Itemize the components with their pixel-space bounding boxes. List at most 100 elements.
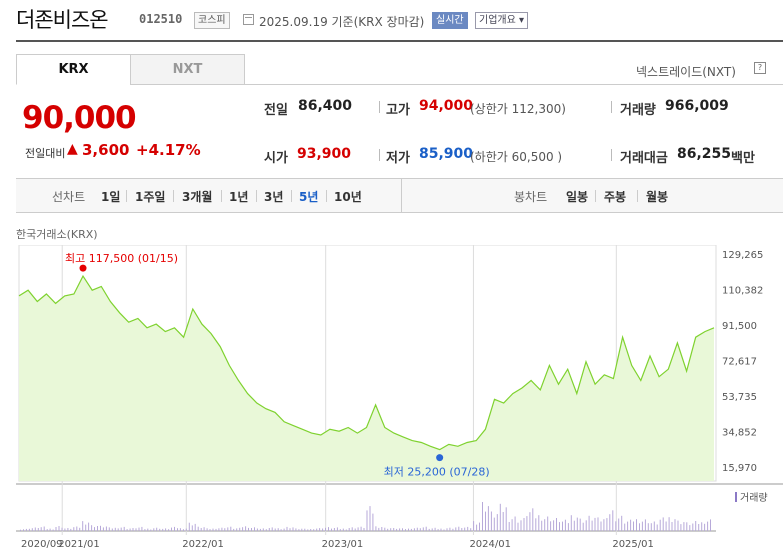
volume-bar	[194, 523, 196, 531]
volume-bar	[73, 527, 75, 531]
volume-bar	[224, 528, 226, 531]
volume-bar	[162, 528, 164, 531]
volume-bar	[547, 516, 549, 531]
volume-bar	[177, 528, 178, 531]
volume-bar	[490, 511, 492, 531]
volume-bar	[384, 527, 386, 531]
period-10y[interactable]: 10년	[334, 190, 362, 204]
period-3m[interactable]: 3개월	[182, 190, 213, 204]
volume-bar	[606, 518, 608, 531]
volume-bar	[544, 519, 546, 531]
volume-bar	[182, 529, 184, 531]
volume-bar	[517, 522, 519, 531]
volume-bar	[274, 528, 276, 531]
tab-krx[interactable]: KRX	[16, 54, 131, 85]
realtime-button[interactable]: 실시간	[432, 12, 468, 29]
volume-bar	[668, 517, 670, 531]
up-arrow-icon: ▲	[67, 141, 78, 157]
volume-bar	[28, 528, 30, 531]
volume-bar	[502, 512, 504, 531]
volume-bar	[473, 521, 475, 531]
volume-bar	[639, 523, 640, 531]
volume-bar	[218, 528, 220, 531]
volume-bar	[227, 527, 229, 531]
volume-bar	[298, 529, 300, 531]
candle-daily[interactable]: 일봉	[566, 190, 589, 204]
volume-bar	[416, 527, 418, 531]
volume-bar	[603, 519, 605, 531]
price-area	[19, 276, 714, 481]
volume-bar	[449, 527, 451, 531]
volume-bar	[567, 523, 569, 531]
volume-bar	[49, 528, 51, 531]
y-tick-label: 129,265	[722, 250, 763, 261]
volume-bar	[650, 523, 652, 531]
volume-bar	[55, 527, 57, 531]
volume-bar	[701, 522, 703, 531]
y-tick-label: 91,500	[722, 321, 757, 332]
volume-bar	[20, 529, 21, 531]
volume-bar	[333, 528, 335, 531]
help-icon[interactable]: ?	[754, 62, 766, 74]
volume-bar	[366, 510, 368, 531]
period-3y[interactable]: 3년	[264, 190, 284, 204]
volume-bar	[307, 529, 309, 531]
volume-bars	[20, 502, 711, 532]
volume-bar	[280, 529, 282, 531]
volume-bar	[674, 519, 676, 531]
volume-bar	[156, 527, 158, 531]
volume-bar	[446, 528, 448, 531]
toolbar-divider	[401, 178, 402, 213]
volume-bar	[120, 527, 122, 531]
volume-bar	[126, 529, 128, 531]
volume-bar	[671, 522, 673, 531]
stock-name: 더존비즈온	[16, 8, 109, 32]
volume-legend-icon	[735, 492, 737, 502]
volume-bar	[369, 506, 371, 531]
period-5y[interactable]: 5년	[299, 190, 319, 204]
amount-unit: 백만	[731, 151, 755, 166]
period-1w[interactable]: 1주일	[135, 190, 166, 204]
volume-bar	[206, 528, 208, 531]
volume-bar	[348, 528, 350, 531]
volume-bar	[322, 528, 324, 531]
nextrade-link[interactable]: 넥스트레이드(NXT)	[636, 65, 736, 79]
candle-weekly[interactable]: 주봉	[604, 190, 627, 204]
candle-monthly[interactable]: 월봉	[646, 190, 669, 204]
volume-bar	[25, 528, 27, 531]
period-1d[interactable]: 1일	[101, 190, 121, 204]
volume-bar	[342, 528, 344, 531]
volume-bar	[413, 528, 415, 531]
volume-bar	[40, 527, 42, 531]
volume-label: 거래량	[620, 103, 656, 118]
volume-bar	[76, 526, 78, 531]
volume-bar	[153, 528, 155, 531]
current-price: 90,000	[22, 100, 137, 136]
volume-bar	[174, 526, 175, 531]
open-label: 시가	[264, 151, 288, 166]
tab-nxt[interactable]: NXT	[130, 54, 245, 85]
volume-bar	[514, 516, 516, 531]
volume-bar	[37, 528, 39, 531]
period-1y[interactable]: 1년	[229, 190, 249, 204]
volume-bar	[256, 528, 258, 531]
volume-bar	[138, 527, 140, 531]
calendar-icon	[243, 14, 254, 25]
volume-bar	[624, 523, 626, 531]
market-badge: 코스피	[194, 12, 230, 29]
open-value: 93,900	[297, 146, 352, 162]
volume-bar	[710, 519, 711, 531]
volume-bar	[378, 527, 380, 531]
volume-bar	[609, 514, 611, 531]
high-label: 고가	[386, 103, 410, 118]
volume-bar	[319, 528, 321, 531]
volume-bar	[556, 518, 557, 531]
volume-bar	[34, 527, 36, 531]
company-info-dropdown[interactable]: 기업개요 ▾	[475, 12, 528, 29]
volume-bar	[633, 521, 634, 531]
volume-bar	[505, 507, 507, 531]
max-price-label: 최고 117,500 (01/15)	[65, 252, 178, 265]
volume-bar	[100, 525, 101, 531]
price-chart[interactable]: 129,265 110,382 91,500 72,617 53,735 34,852 15…	[16, 245, 783, 554]
volume-bar	[185, 528, 187, 531]
